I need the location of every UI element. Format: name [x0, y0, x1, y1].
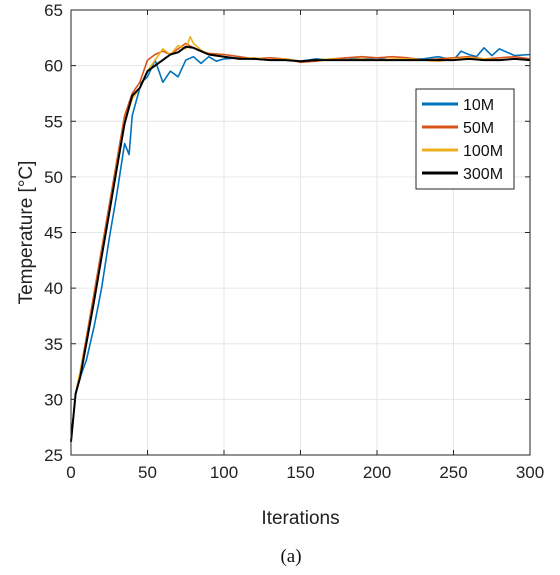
x-tick-label: 0 — [66, 463, 75, 482]
axis-ticks — [70, 9, 531, 456]
x-tick-labels: 0 50 100 150 200 250 300 — [66, 463, 544, 482]
legend-label-50m: 50M — [463, 120, 494, 137]
plot-series — [70, 35, 531, 442]
x-tick-label: 250 — [439, 463, 467, 482]
y-tick-label: 35 — [44, 335, 63, 354]
y-tick-label: 65 — [44, 1, 63, 20]
grid-lines — [71, 10, 530, 455]
figure-caption: (a) — [280, 546, 301, 567]
x-axis-label: Iterations — [261, 508, 339, 529]
y-tick-labels: 25 30 35 40 45 50 55 60 65 — [44, 1, 63, 465]
y-axis-label: Temperature [°C] — [16, 161, 37, 305]
x-tick-label: 200 — [363, 463, 391, 482]
y-tick-label: 60 — [44, 57, 63, 76]
x-tick-label: 300 — [516, 463, 544, 482]
y-tick-label: 55 — [44, 112, 63, 131]
x-tick-label: 100 — [210, 463, 238, 482]
series-line-300m — [70, 45, 531, 442]
y-tick-label: 50 — [44, 168, 63, 187]
legend-label-100m: 100M — [463, 143, 503, 160]
legend: 10M 50M 100M 300M — [415, 88, 515, 190]
x-tick-label: 150 — [286, 463, 314, 482]
y-tick-label: 40 — [44, 279, 63, 298]
x-tick-label: 50 — [138, 463, 157, 482]
legend-label-300m: 300M — [463, 166, 503, 183]
y-tick-label: 45 — [44, 224, 63, 243]
y-tick-label: 30 — [44, 390, 63, 409]
y-tick-label: 25 — [44, 446, 63, 465]
legend-label-10m: 10M — [463, 97, 494, 114]
